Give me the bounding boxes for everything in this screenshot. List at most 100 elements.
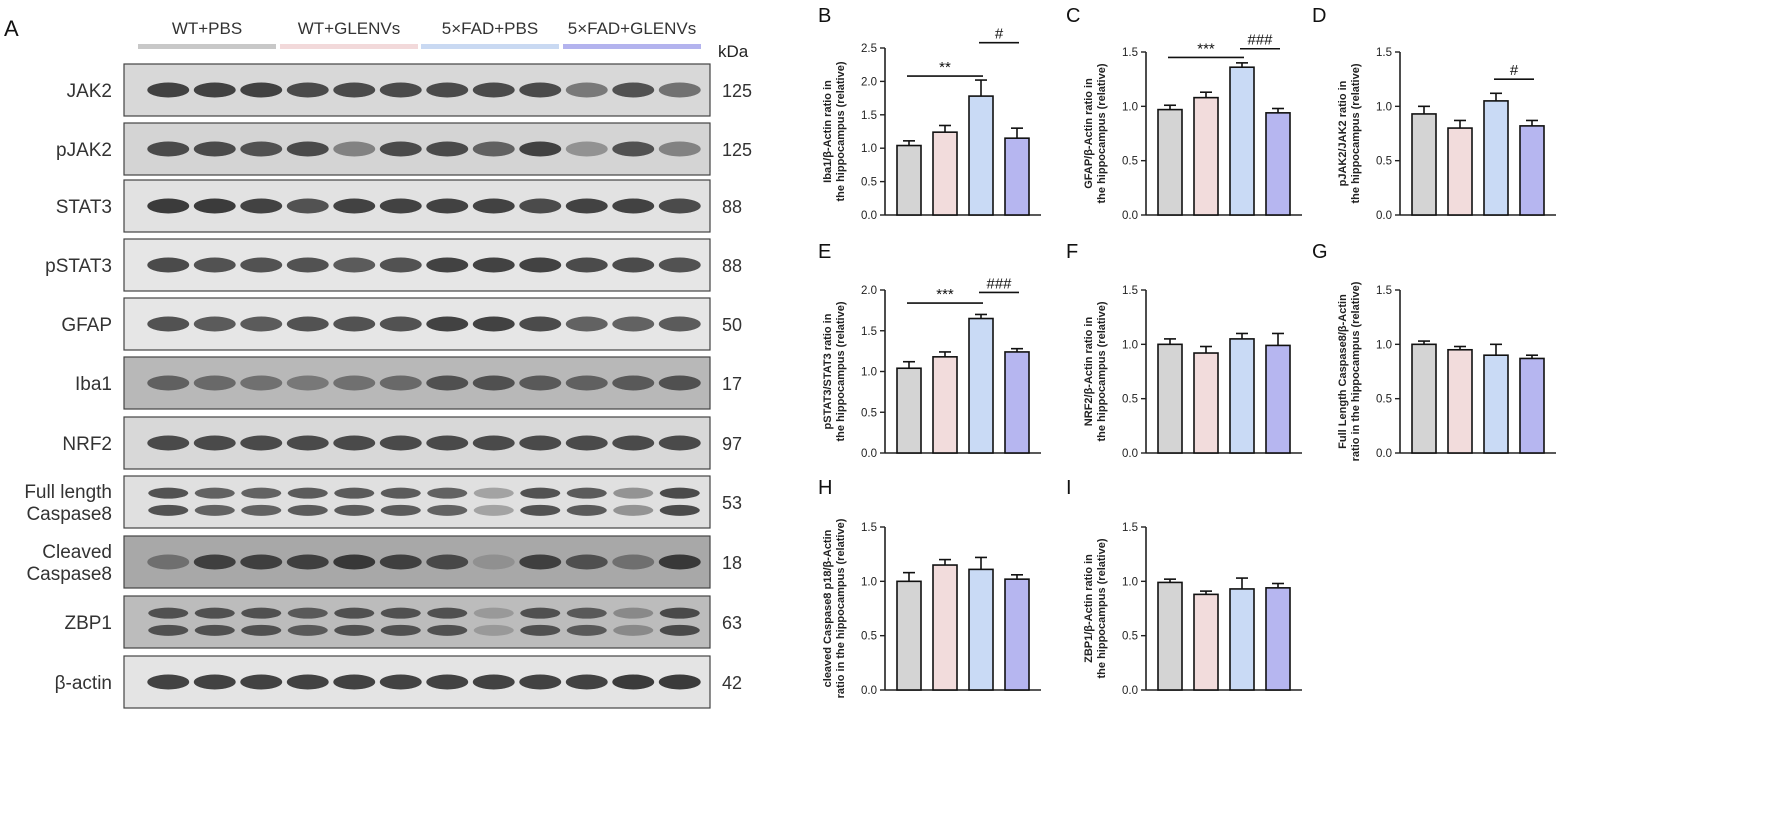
blot-band xyxy=(194,487,235,499)
significance-marker: ### xyxy=(986,275,1012,292)
y-axis-label: GFAP/β-Actin ratio inthe hippocampus (re… xyxy=(1083,63,1108,203)
blot-band xyxy=(193,554,236,570)
molecular-weight-label: 88 xyxy=(722,256,742,276)
blot-label: pSTAT3 xyxy=(45,256,112,277)
blot-band xyxy=(519,435,562,451)
blot-band xyxy=(240,435,283,451)
bar xyxy=(1447,127,1473,216)
blot-band xyxy=(427,624,468,636)
y-tick-label: 1.0 xyxy=(1122,576,1138,588)
kda-unit-label: kDa xyxy=(718,42,749,61)
blot-band xyxy=(613,624,654,636)
group-color-bar xyxy=(421,44,559,49)
blot-band xyxy=(240,141,283,157)
y-tick-label: 1.0 xyxy=(1122,339,1138,351)
blot-band xyxy=(426,435,469,451)
blot-band xyxy=(566,607,607,619)
y-tick-label: 1.0 xyxy=(861,367,877,379)
blot-band xyxy=(658,316,701,332)
group-color-bar xyxy=(138,44,276,49)
group-label: 5×FAD+PBS xyxy=(442,19,538,38)
panel-letter: I xyxy=(1066,477,1072,499)
bar xyxy=(1157,108,1183,216)
blot-band xyxy=(472,141,515,157)
blot-band xyxy=(612,674,655,690)
panel-letter: C xyxy=(1066,5,1080,27)
panel-letter: E xyxy=(818,241,831,263)
blot-band xyxy=(613,487,654,499)
blot-band xyxy=(612,257,655,273)
y-tick-label: 1.5 xyxy=(861,326,877,338)
blot-band xyxy=(286,316,329,332)
blot-band xyxy=(240,82,283,98)
bar xyxy=(932,356,958,454)
blot-band xyxy=(193,316,236,332)
bar xyxy=(1265,112,1291,216)
bar xyxy=(1157,581,1183,691)
blot-label: JAK2 xyxy=(67,81,112,102)
y-tick-label: 0.5 xyxy=(1122,394,1138,406)
blot-band xyxy=(612,198,655,214)
bar xyxy=(1519,125,1545,216)
bar-chart-e: E 0.0 0.5 1.0 1.5 2.0 pSTAT3/STAT3 ratio inthe… xyxy=(818,241,1041,460)
panel-letter: B xyxy=(818,5,831,27)
blot-label: GFAP xyxy=(61,315,112,336)
blot-band xyxy=(519,141,562,157)
blot-row: pJAK2 125 xyxy=(56,122,752,176)
group-label: WT+PBS xyxy=(172,19,242,38)
y-tick-label: 0.0 xyxy=(861,210,877,222)
blot-band xyxy=(333,316,376,332)
blot-band xyxy=(658,82,701,98)
blot-band xyxy=(658,141,701,157)
blot-band xyxy=(613,607,654,619)
blot-band xyxy=(147,435,190,451)
bar-chart-f: F 0.0 0.5 1.0 1.5 NRF2/β-Actin ratio inthe hi… xyxy=(1066,241,1302,460)
blot-band xyxy=(379,674,422,690)
blot-label: Full length Caspase8 xyxy=(24,482,112,525)
significance-marker: ### xyxy=(1247,32,1273,49)
significance-marker: ** xyxy=(939,59,951,76)
bar-chart-i: I 0.0 0.5 1.0 1.5 ZBP1/β-Actin ratio inthe hi… xyxy=(1066,477,1302,697)
blot-band xyxy=(241,504,282,516)
blot-band xyxy=(612,435,655,451)
blot-band xyxy=(287,607,328,619)
blot-band xyxy=(193,257,236,273)
blot-band xyxy=(193,82,236,98)
molecular-weight-label: 18 xyxy=(722,553,742,573)
blot-band xyxy=(147,257,190,273)
bar xyxy=(1229,588,1255,691)
blot-band xyxy=(565,554,608,570)
blot-band xyxy=(240,316,283,332)
panel-letter-a: A xyxy=(4,16,19,41)
bar xyxy=(1411,343,1437,454)
y-tick-label: 1.5 xyxy=(861,110,877,122)
molecular-weight-label: 88 xyxy=(722,197,742,217)
blot-band xyxy=(240,554,283,570)
y-tick-label: 0.0 xyxy=(1376,448,1392,460)
blot-band xyxy=(241,607,282,619)
y-tick-label: 2.0 xyxy=(861,285,877,297)
blot-band xyxy=(472,82,515,98)
blot-band xyxy=(566,624,607,636)
bar-chart-h: H 0.0 0.5 1.0 1.5 cleaved Caspase8 p18/β-Acti… xyxy=(818,477,1041,698)
bar xyxy=(1411,113,1437,216)
blot-band xyxy=(566,504,607,516)
blot-label: pJAK2 xyxy=(56,140,112,161)
blot-band xyxy=(565,141,608,157)
bar xyxy=(1519,357,1545,454)
blot-row: NRF2 97 xyxy=(62,416,742,470)
blot-band xyxy=(658,554,701,570)
blot-band xyxy=(379,257,422,273)
blot-band xyxy=(379,554,422,570)
y-tick-label: 0.0 xyxy=(1122,685,1138,697)
blot-band xyxy=(334,607,375,619)
blot-band xyxy=(286,554,329,570)
blot-row: Full length Caspase8 53 xyxy=(24,475,742,529)
molecular-weight-label: 125 xyxy=(722,81,752,101)
blot-band xyxy=(473,624,514,636)
bar xyxy=(1004,351,1030,454)
y-tick-label: 0.5 xyxy=(861,177,877,189)
blot-membrane xyxy=(123,595,711,649)
blot-row: Cleaved Caspase8 18 xyxy=(26,535,742,589)
